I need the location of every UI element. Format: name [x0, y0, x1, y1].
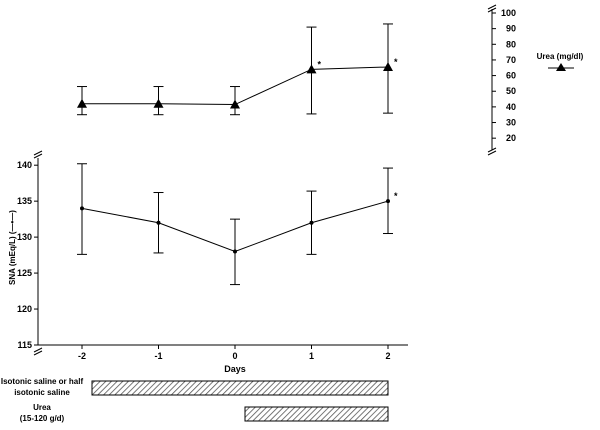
significance-asterisk: *: [394, 57, 398, 67]
right-tick-label: 70: [506, 55, 516, 65]
treatment-bar: [91, 380, 389, 396]
legend-label: Urea (mg/dl): [537, 52, 584, 61]
left-tick-label: 125: [17, 268, 32, 278]
data-point-dot: [386, 199, 390, 204]
right-axis-break: [487, 147, 497, 153]
data-point-triangle: [153, 98, 164, 108]
left-tick-label: 140: [17, 160, 32, 170]
data-point-triangle: [306, 64, 317, 74]
x-tick-label: -2: [78, 351, 86, 361]
data-point-dot: [80, 206, 84, 211]
right-tick-label: 30: [506, 118, 516, 128]
right-tick-label: 90: [506, 24, 516, 34]
right-tick-label: 50: [506, 86, 516, 96]
right-axis-break: [487, 7, 497, 13]
data-point-dot: [309, 220, 314, 225]
x-tick-label: -1: [154, 351, 162, 361]
treatment-label: Urea: [33, 403, 51, 412]
legend-triangle-marker: [556, 63, 566, 71]
left-axis-break: [33, 150, 43, 156]
data-point-triangle: [383, 61, 393, 71]
treatment-label: (15-120 g/d): [20, 414, 65, 423]
data-point-triangle: [230, 99, 240, 109]
right-axis-break: [487, 150, 497, 156]
left-axis-break: [33, 350, 43, 356]
data-point-triangle: [77, 98, 87, 108]
left-axis-label: SNA (mEq/L) (—•—): [8, 210, 17, 285]
series-urea: [77, 23, 393, 116]
data-point-dot: [233, 249, 237, 254]
treatment-bar: [244, 406, 389, 422]
right-tick-label: 80: [506, 39, 516, 49]
right-tick-label: 40: [506, 102, 516, 112]
left-tick-label: 130: [17, 232, 32, 242]
left-tick-label: 135: [17, 196, 32, 206]
left-tick-label: 120: [17, 304, 32, 314]
x-tick-label: 1: [309, 351, 314, 361]
x-tick-label: 0: [232, 351, 237, 361]
x-axis-title: Days: [224, 364, 246, 374]
left-axis-break: [33, 153, 43, 159]
x-tick-label: 2: [385, 351, 390, 361]
treatment-label: Isotonic saline or half: [1, 377, 84, 386]
right-axis-break: [487, 4, 497, 10]
series-sna: [77, 163, 393, 286]
data-point-dot: [156, 220, 161, 225]
left-tick-label: 115: [17, 340, 32, 350]
right-tick-label: 100: [501, 8, 516, 18]
significance-asterisk: *: [318, 59, 322, 69]
right-tick-label: 20: [506, 133, 516, 143]
significance-asterisk: *: [394, 191, 398, 201]
left-axis-break: [33, 347, 43, 353]
right-tick-label: 60: [506, 71, 516, 81]
treatment-label: isotonic saline: [14, 388, 70, 397]
